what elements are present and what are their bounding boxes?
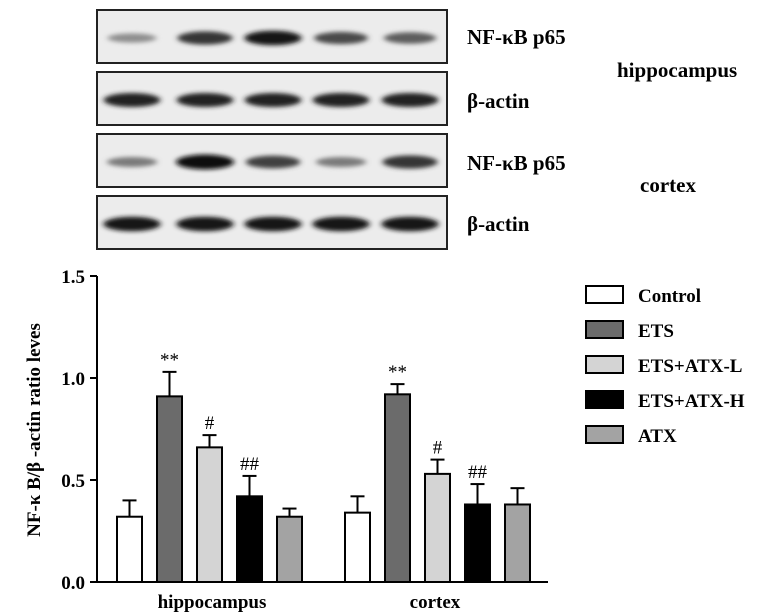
- legend-label: Control: [638, 286, 701, 307]
- blot-label-actin-cortex: β-actin: [467, 212, 530, 236]
- blot-strip: [96, 195, 448, 250]
- significance-label: **: [388, 362, 407, 383]
- bar: [196, 446, 223, 583]
- blot-band: [381, 92, 439, 108]
- bar: [156, 395, 183, 583]
- legend-swatch: [585, 285, 624, 304]
- blot-band: [107, 33, 157, 43]
- blot-band: [245, 155, 301, 169]
- western-blot-panel: NF-κB p65 β-actin NF-κB p65 β-actin hipp…: [96, 9, 737, 250]
- significance-label: ##: [240, 454, 260, 475]
- legend-label: ETS+ATX-H: [638, 391, 745, 412]
- region-label-hippocampus: hippocampus: [617, 58, 737, 82]
- blot-band: [244, 92, 302, 108]
- bar: [384, 393, 411, 583]
- blot-band: [315, 156, 367, 168]
- blot-band: [244, 30, 302, 46]
- bar: [464, 503, 491, 584]
- y-tick-label: 0.5: [61, 471, 85, 492]
- plot-area: 0.00.51.01.5**###**###: [61, 267, 531, 594]
- x-category-label-hippocampus: hippocampus: [158, 592, 267, 613]
- y-axis-label: NF-κ B/β -actin ratio leves: [24, 323, 45, 537]
- y-tick-label: 1.5: [61, 267, 85, 288]
- blot-band: [381, 216, 439, 232]
- blot-band: [176, 154, 234, 170]
- blot-strip: [96, 9, 448, 64]
- legend-swatch: [585, 425, 624, 444]
- significance-label: **: [160, 350, 179, 371]
- bar: [344, 511, 371, 584]
- blot-label-nfkb-cortex: NF-κB p65: [467, 151, 566, 175]
- blot-band: [177, 31, 233, 45]
- significance-label: ##: [468, 462, 488, 483]
- blot-band: [106, 156, 158, 168]
- blot-band: [312, 92, 370, 108]
- significance-label: #: [433, 438, 443, 459]
- blot-band: [103, 216, 161, 232]
- region-label-cortex: cortex: [640, 173, 696, 197]
- legend-swatch: [585, 355, 624, 374]
- x-category-label-cortex: cortex: [410, 592, 461, 613]
- legend-label: ETS: [638, 321, 674, 342]
- blot-band: [383, 32, 437, 44]
- blot-strip: [96, 71, 448, 126]
- blot-band: [176, 92, 234, 108]
- blot-band: [176, 216, 234, 232]
- bar: [424, 472, 451, 584]
- legend-label: ATX: [638, 426, 677, 447]
- y-tick-label: 0.0: [61, 573, 85, 594]
- blot-strip: [96, 133, 448, 188]
- blot-label-nfkb-hippocampus: NF-κB p65: [467, 25, 566, 49]
- blot-band: [312, 216, 370, 232]
- blot-band: [244, 216, 302, 232]
- bar: [504, 503, 531, 584]
- bar: [276, 515, 303, 583]
- blot-band: [314, 31, 368, 45]
- legend-label: ETS+ATX-L: [638, 356, 742, 377]
- legend-swatch: [585, 320, 624, 339]
- y-tick-label: 1.0: [61, 369, 85, 390]
- bar: [116, 515, 143, 583]
- bar: [236, 495, 263, 584]
- blot-label-actin-hippocampus: β-actin: [467, 89, 530, 113]
- significance-label: #: [205, 413, 215, 434]
- legend-swatch: [585, 390, 624, 409]
- legend: Control ETS ETS+ATX-L ETS+ATX-H ATX: [585, 285, 745, 447]
- blot-band: [103, 92, 161, 108]
- blot-band: [382, 155, 438, 169]
